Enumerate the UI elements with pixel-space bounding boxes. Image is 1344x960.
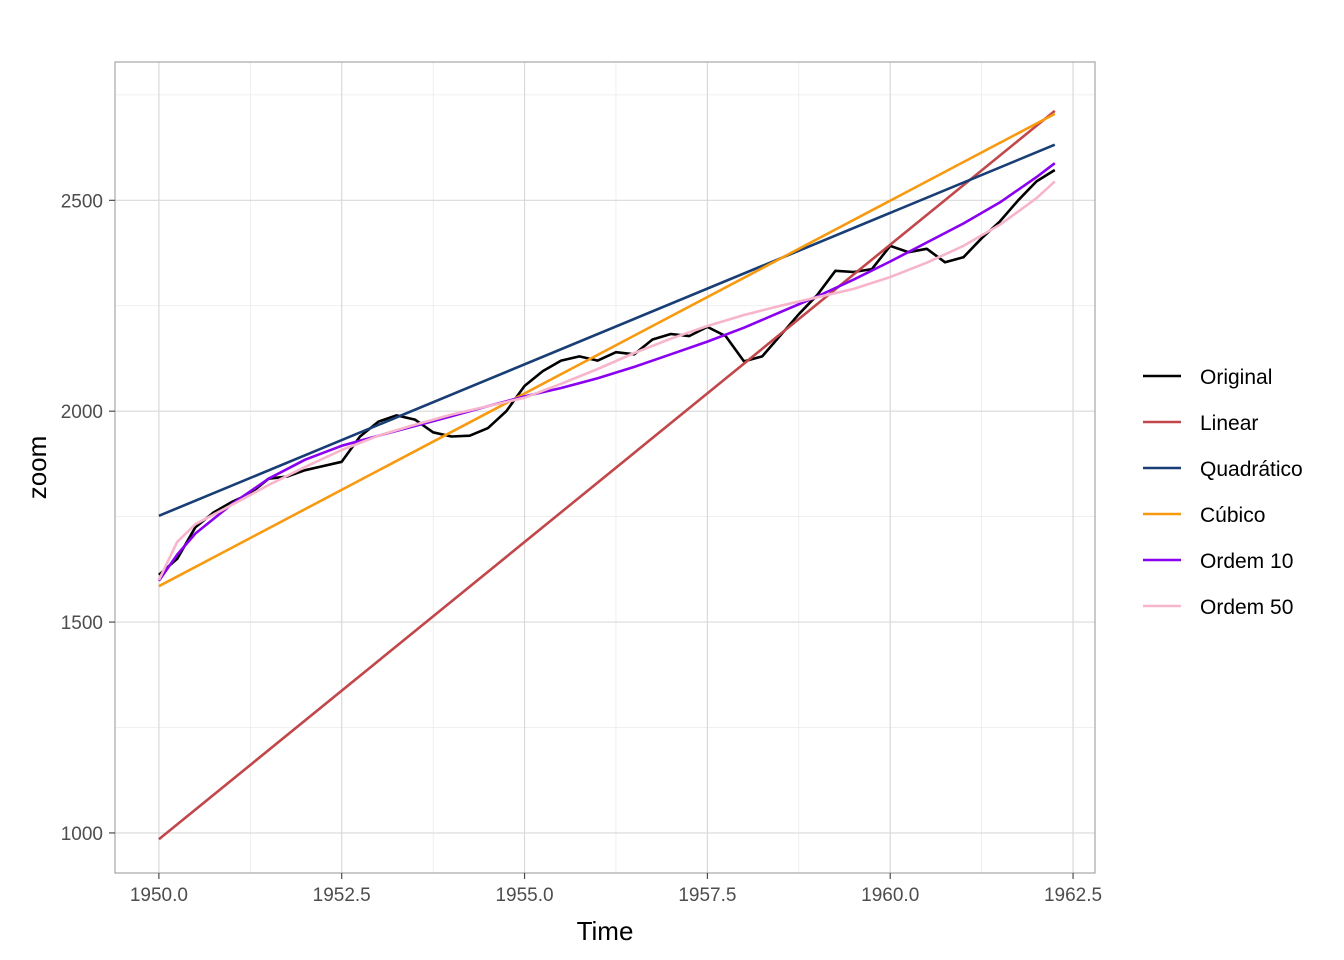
minor-gridlines [115, 62, 1095, 873]
y-tick-label: 2500 [61, 191, 103, 212]
x-tick-label: 1960.0 [861, 885, 919, 906]
series-line-c-bico [158, 112, 1056, 588]
x-tick-label: 1962.5 [1044, 885, 1102, 906]
series-line-ordem-10 [157, 162, 1056, 582]
legend-label-quadr-tico: Quadrático [1200, 458, 1303, 481]
legend-label-ordem-10: Ordem 10 [1200, 550, 1293, 573]
y-axis: 1000 1500 2000 2500 [61, 191, 115, 845]
x-tick-label: 1952.5 [313, 885, 371, 906]
series-line-linear [158, 109, 1056, 841]
legend-label-c-bico: Cúbico [1200, 504, 1265, 527]
x-tick-label: 1950.0 [130, 885, 188, 906]
legend: Original Linear Quadrático Cúbico Ordem 10 Or… [1143, 366, 1303, 619]
y-tick-label: 1000 [61, 824, 103, 845]
series-line-original [158, 168, 1056, 576]
plot-panel-border [114, 61, 1096, 874]
x-axis: 1950.0 1952.5 1955.0 1957.5 1960.0 1962.5 [130, 873, 1102, 906]
legend-label-ordem-50: Ordem 50 [1200, 596, 1293, 619]
series-lines [157, 109, 1056, 841]
x-tick-label: 1957.5 [678, 885, 736, 906]
x-axis-title: Time [577, 916, 634, 946]
major-gridlines [115, 62, 1095, 873]
legend-label-linear: Linear [1200, 412, 1258, 435]
series-line-quadr-tico [158, 143, 1056, 518]
y-tick-label: 2000 [61, 402, 103, 423]
y-axis-title: zoom [22, 436, 52, 500]
series-line-ordem-50 [157, 180, 1056, 581]
legend-label-original: Original [1200, 366, 1272, 389]
x-tick-label: 1955.0 [495, 885, 553, 906]
y-tick-label: 1500 [61, 613, 103, 634]
